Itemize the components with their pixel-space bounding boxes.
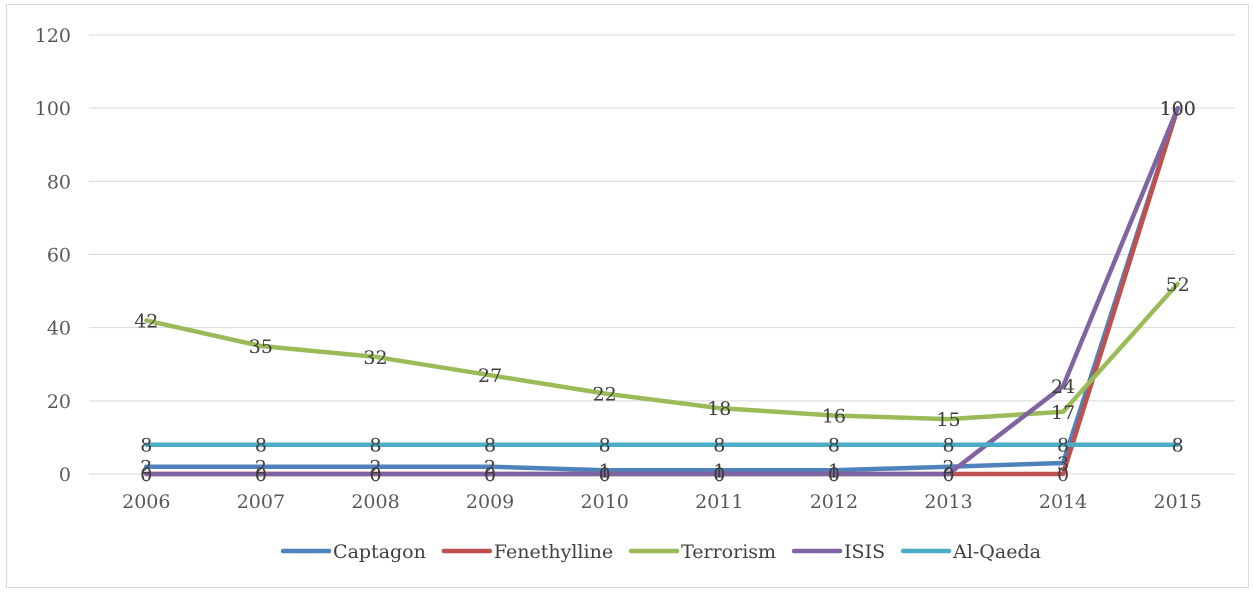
data-label-isis: 100 [1160,98,1196,120]
x-tick-label: 2008 [351,491,399,513]
data-label-fenethylline: 0 [1057,464,1069,486]
data-label-isis: 0 [713,464,725,486]
series-lines [144,105,1180,477]
legend-item-al-qaeda: Al-Qaeda [900,541,1041,563]
x-tick-label: 2009 [466,491,514,513]
legend-label: Captagon [333,541,426,563]
data-label-terrorism: 17 [1051,402,1075,424]
legend-label: ISIS [844,541,885,563]
legend-item-isis: ISIS [791,541,885,563]
y-tick-label: 60 [47,245,71,267]
series-line-terrorism [144,281,1180,422]
legend-label: Terrorism [681,541,776,563]
data-label-isis: 0 [255,464,267,486]
data-label-terrorism: 42 [134,310,158,332]
x-tick-label: 2015 [1154,491,1202,513]
data-label-isis: 0 [140,464,152,486]
data-label-captagon: 2 [140,457,152,479]
data-label-captagon: 3 [1057,453,1069,475]
data-label-captagon: 1 [713,460,725,482]
data-label-fenethylline: 0 [942,464,954,486]
legend: Captagon Fenethylline Terrorism ISIS Al-Qaed… [280,541,1041,563]
data-label-captagon: 2 [255,457,267,479]
data-label-fenethylline: 0 [369,464,381,486]
data-label-terrorism: 16 [822,405,846,427]
data-label-al-qaeda: 8 [484,435,496,457]
data-label-al-qaeda: 8 [1172,435,1184,457]
x-tick-label: 2006 [122,491,170,513]
series-line-captagon [144,105,1180,473]
data-label-al-qaeda: 8 [942,435,954,457]
data-label-al-qaeda: 8 [828,435,840,457]
x-tick-label: 2010 [581,491,629,513]
data-label-al-qaeda: 8 [1057,435,1069,457]
data-label-captagon: 2 [484,457,496,479]
data-label-al-qaeda: 8 [140,435,152,457]
data-label-fenethylline: 0 [255,464,267,486]
gridlines [89,34,1235,475]
legend-label: Fenethylline [494,541,613,563]
legend-label: Al-Qaeda [952,541,1041,563]
data-label-fenethylline: 0 [484,464,496,486]
data-label-terrorism: 35 [249,336,273,358]
data-label-al-qaeda: 8 [599,435,611,457]
x-tick-label: 2012 [810,491,858,513]
data-label-fenethylline: 0 [828,464,840,486]
data-label-isis: 24 [1051,376,1075,398]
y-tick-label: 100 [35,98,71,120]
x-tick-label: 2014 [1039,491,1087,513]
data-label-fenethylline: 0 [599,464,611,486]
data-label-captagon: 1 [828,460,840,482]
data-label-captagon: 2 [942,457,954,479]
data-label-terrorism: 18 [707,398,731,420]
y-tick-label: 80 [47,171,71,193]
y-tick-label: 20 [47,391,71,413]
x-tick-label: 2013 [924,491,972,513]
data-label-isis: 0 [369,464,381,486]
data-label-terrorism: 15 [936,409,960,431]
data-label-isis: 0 [484,464,496,486]
data-label-captagon: 100 [1160,98,1196,120]
data-label-al-qaeda: 8 [369,435,381,457]
data-label-terrorism: 32 [363,347,387,369]
data-label-al-qaeda: 8 [713,435,725,457]
data-label-al-qaeda: 8 [255,435,267,457]
legend-item-captagon: Captagon [280,541,426,563]
chart-frame: 0 20 40 60 80 100 120 2006 2007 2008 2009 2010 2011 2… [6,4,1249,588]
data-label-terrorism: 27 [478,365,502,387]
data-label-terrorism: 52 [1166,274,1190,296]
legend-item-terrorism: Terrorism [628,541,776,563]
y-tick-label: 40 [47,318,71,340]
data-label-captagon: 1 [599,460,611,482]
y-tick-label: 120 [35,25,71,47]
y-tick-label: 0 [59,464,71,486]
data-label-isis: 0 [942,464,954,486]
data-label-isis: 0 [828,464,840,486]
data-label-fenethylline: 0 [140,464,152,486]
legend-item-fenethylline: Fenethylline [441,541,613,563]
x-tick-label: 2007 [237,491,285,513]
data-label-captagon: 2 [369,457,381,479]
x-tick-label: 2011 [695,491,743,513]
series-line-isis [144,105,1180,477]
data-label-terrorism: 22 [593,384,617,406]
data-label-fenethylline: 0 [713,464,725,486]
data-label-isis: 0 [599,464,611,486]
data-label-fenethylline: 100 [1160,98,1196,120]
